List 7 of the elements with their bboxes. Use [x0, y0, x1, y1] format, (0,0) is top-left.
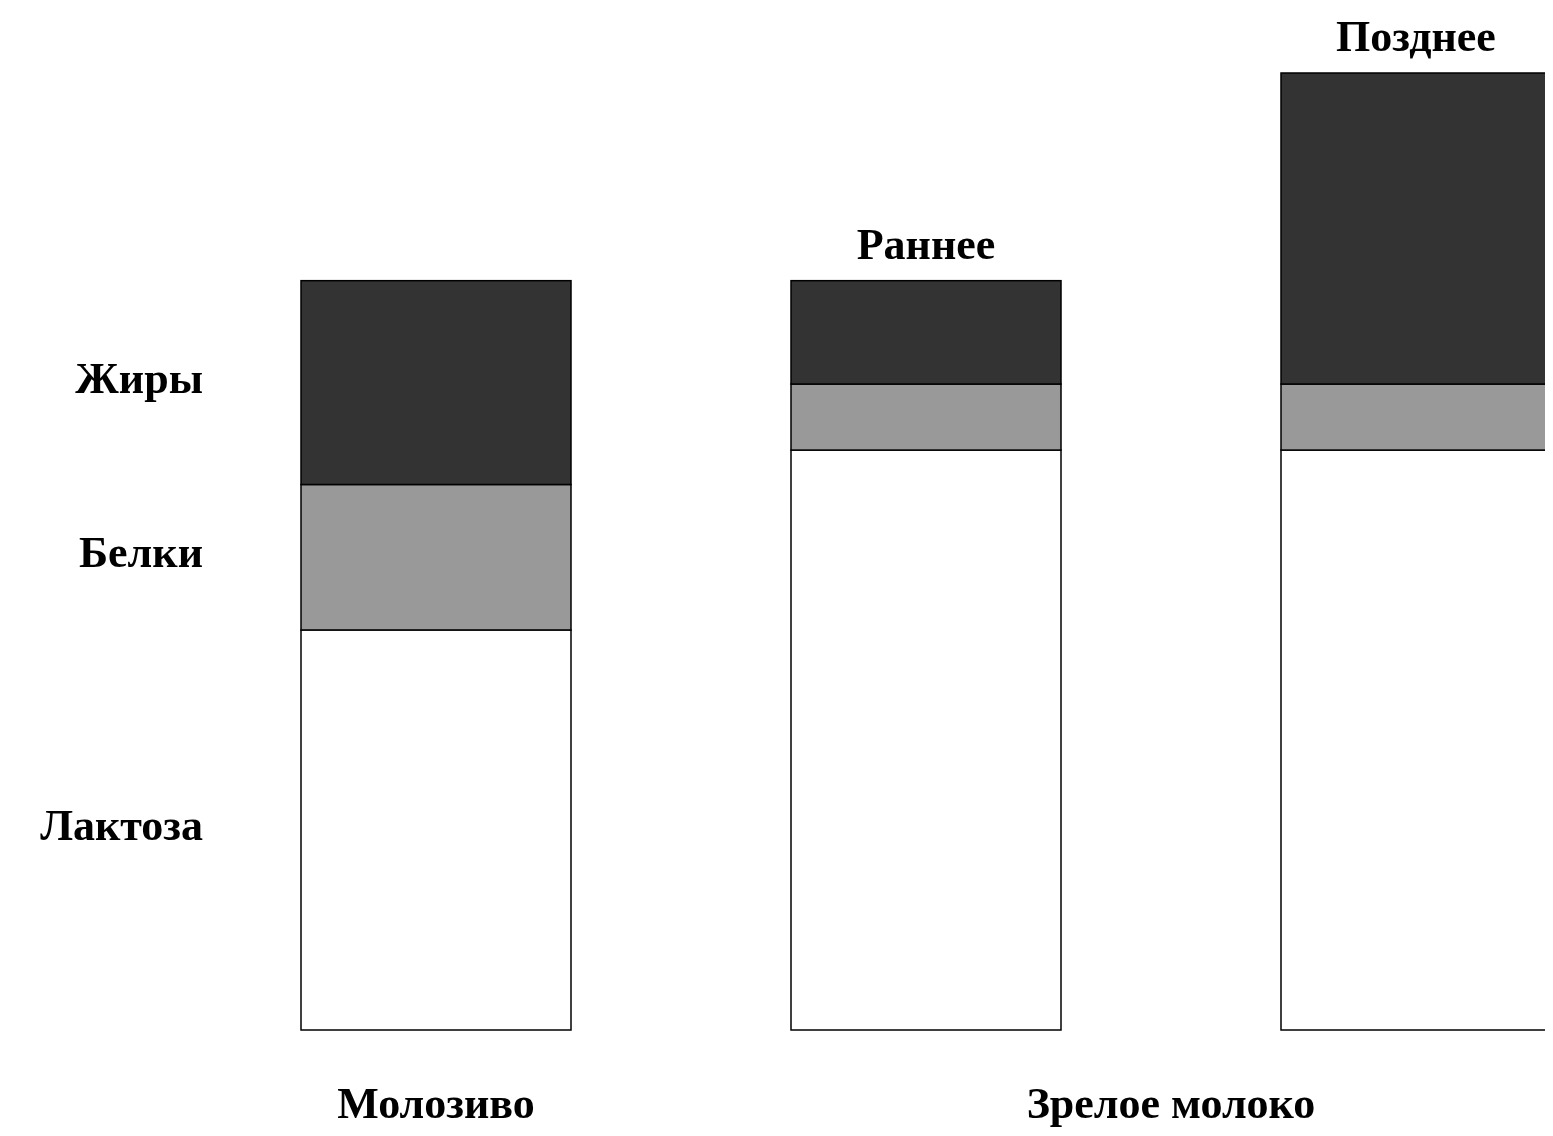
x-tick-label: Раннее	[856, 219, 996, 269]
x-tick-label: Позднее	[1336, 12, 1496, 61]
text: Белки	[78, 528, 203, 578]
text: Лактоза	[40, 801, 203, 851]
x-tick-label: Молозиво	[337, 1079, 535, 1128]
text: Зрелое молоко	[1026, 1079, 1316, 1128]
text: Жиры	[75, 353, 203, 403]
